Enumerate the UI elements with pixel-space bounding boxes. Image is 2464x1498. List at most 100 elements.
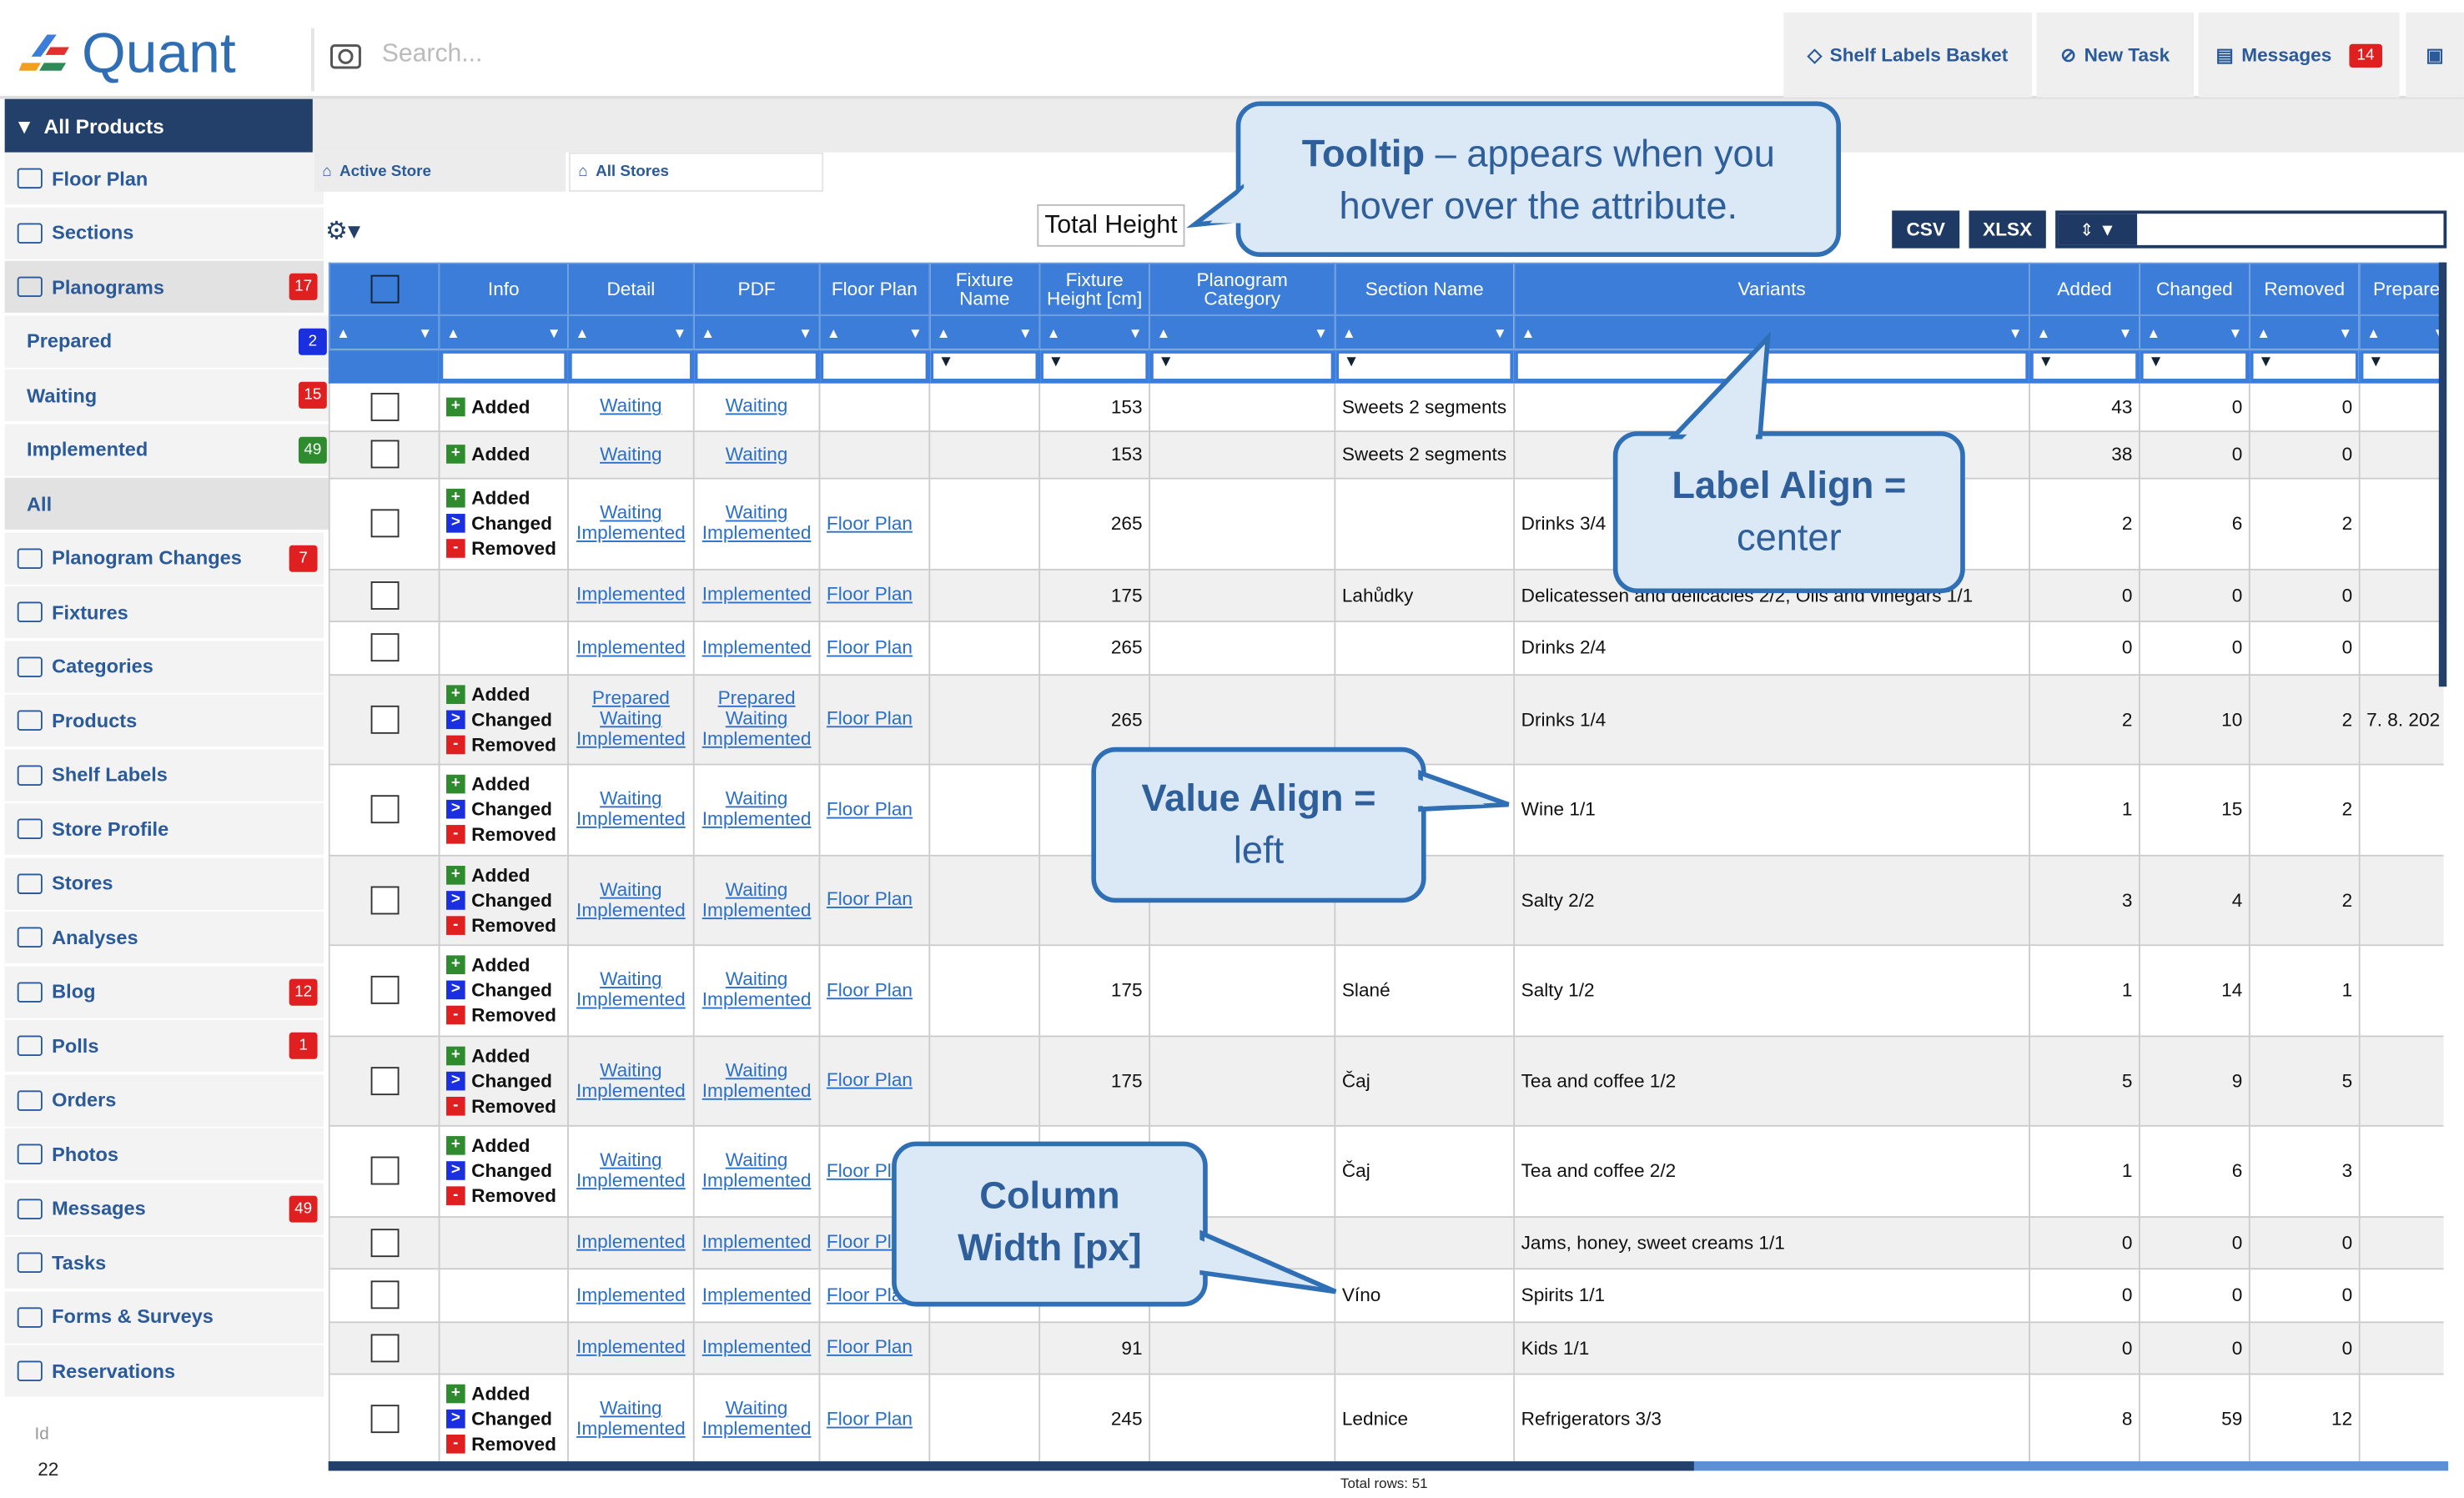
filter-cell[interactable]: ▼ <box>2029 349 2140 384</box>
camera-icon[interactable] <box>329 41 362 69</box>
sidebar-item[interactable]: Shelf Labels <box>4 748 324 801</box>
filter-box[interactable]: ▼ <box>2253 353 2356 380</box>
link[interactable]: Implemented <box>701 583 812 606</box>
sidebar-item[interactable]: Fixtures <box>4 586 324 638</box>
link[interactable]: Waiting <box>600 395 662 417</box>
link[interactable]: Waiting <box>725 1149 788 1171</box>
filter-box[interactable]: ▼ <box>2033 353 2136 380</box>
checkbox[interactable] <box>370 440 399 469</box>
checkbox[interactable] <box>370 633 399 662</box>
link[interactable]: Implemented <box>576 1230 686 1253</box>
filter-cell[interactable] <box>328 349 440 384</box>
header-cell[interactable]: Removed <box>2248 262 2361 316</box>
sidebar-item[interactable]: Orders <box>4 1073 324 1126</box>
filter-cell[interactable]: ▼ <box>2248 349 2361 384</box>
sidebar-item[interactable]: Sections <box>4 206 324 259</box>
sidebar-item[interactable]: Prepared 2 <box>4 314 334 367</box>
checkbox[interactable] <box>370 1333 399 1362</box>
filter-cell[interactable] <box>818 349 931 384</box>
filter-box[interactable] <box>823 353 926 380</box>
link[interactable]: Waiting <box>600 442 662 465</box>
tab[interactable]: ⌂ All Stores <box>568 152 824 192</box>
header-cell[interactable]: Changed <box>2138 262 2250 316</box>
messages-button[interactable]: ▤ Messages 14 <box>2198 13 2400 98</box>
link[interactable]: Waiting <box>600 1149 662 1171</box>
sidebar-item[interactable]: Planogram Changes 7 <box>4 531 324 584</box>
sidebar-title[interactable]: ▼ All Products <box>4 98 313 153</box>
sidebar-item[interactable]: Messages 49 <box>4 1182 324 1234</box>
filter-box[interactable]: ▼ <box>2143 353 2246 380</box>
checkbox[interactable] <box>370 1280 399 1309</box>
filter-box[interactable] <box>571 353 691 380</box>
filter-box[interactable] <box>1517 353 2026 380</box>
link[interactable]: Implemented <box>701 1283 812 1306</box>
checkbox[interactable] <box>370 392 399 421</box>
link[interactable]: Implemented <box>576 636 686 658</box>
sort-cell[interactable]: ▲ ▼ <box>692 314 821 351</box>
checkbox[interactable] <box>370 581 399 610</box>
profile-button[interactable]: ▣ <box>2406 13 2464 98</box>
header-cell[interactable]: Section Name <box>1334 262 1516 316</box>
link[interactable]: Floor Plan <box>826 1335 913 1359</box>
checkbox[interactable] <box>370 705 399 734</box>
link[interactable]: Implemented <box>701 1417 812 1440</box>
tab[interactable]: ⌂ Active Store <box>314 152 566 192</box>
link[interactable]: Prepared <box>591 686 670 710</box>
sort-cell[interactable]: ▲ ▼ <box>2358 314 2444 351</box>
filter-cell[interactable]: ▼ <box>1038 349 1151 384</box>
checkbox[interactable] <box>370 795 399 824</box>
link[interactable]: Implemented <box>576 521 686 545</box>
link[interactable]: Implemented <box>576 1417 686 1440</box>
new-task-button[interactable]: ⊘ New Task <box>2036 13 2194 98</box>
sort-cell[interactable]: ▲ ▼ <box>328 314 440 351</box>
sort-cell[interactable]: ▲ ▼ <box>928 314 1041 351</box>
filter-box[interactable]: ▼ <box>2363 353 2444 380</box>
sort-cell[interactable]: ▲ ▼ <box>1038 314 1151 351</box>
sidebar-item[interactable]: Reservations <box>4 1345 324 1397</box>
link[interactable]: Waiting <box>600 877 662 901</box>
link[interactable]: Floor Plan <box>826 583 913 606</box>
sidebar-item[interactable]: Waiting 15 <box>4 369 334 421</box>
filter-box[interactable] <box>697 353 816 380</box>
shelf-labels-basket-button[interactable]: ◇ Shelf Labels Basket <box>1783 13 2032 98</box>
filter-cell[interactable]: ▼ <box>1149 349 1336 384</box>
filter-input[interactable]: ⇕ ▼ <box>2055 210 2447 249</box>
filter-cell[interactable] <box>692 349 821 384</box>
header-cell[interactable]: Floor Plan <box>818 262 931 316</box>
checkbox[interactable] <box>370 1157 399 1185</box>
sidebar-item[interactable]: Implemented 49 <box>4 423 334 475</box>
sort-cell[interactable]: ▲ ▼ <box>2138 314 2250 351</box>
checkbox[interactable] <box>370 886 399 914</box>
link[interactable]: Floor Plan <box>826 978 913 1001</box>
scroll-thumb[interactable] <box>328 1461 1694 1471</box>
sort-cell[interactable]: ▲ ▼ <box>567 314 695 351</box>
sidebar-item[interactable]: All <box>4 477 334 530</box>
link[interactable]: Waiting <box>725 501 788 524</box>
link[interactable]: Waiting <box>725 787 788 810</box>
link[interactable]: Implemented <box>576 898 686 921</box>
sort-cell[interactable]: ▲ ▼ <box>2248 314 2361 351</box>
sidebar-item[interactable]: Products <box>4 694 324 746</box>
link[interactable]: Implemented <box>701 988 812 1011</box>
filter-cell[interactable] <box>1513 349 2030 384</box>
sidebar-item[interactable]: Floor Plan <box>4 152 324 204</box>
link[interactable]: Waiting <box>725 968 788 991</box>
link[interactable]: Implemented <box>701 1169 812 1192</box>
link[interactable]: Waiting <box>725 395 788 417</box>
sort-cell[interactable]: ▲ ▼ <box>438 314 569 351</box>
link[interactable]: Implemented <box>576 1335 686 1359</box>
filter-cell[interactable] <box>438 349 569 384</box>
header-cell[interactable]: Added <box>2029 262 2140 316</box>
link[interactable]: Floor Plan <box>826 511 913 535</box>
search-input[interactable]: Search... <box>381 40 483 68</box>
sidebar-item[interactable]: Tasks <box>4 1236 324 1289</box>
scrollbar[interactable] <box>328 1461 2449 1471</box>
link[interactable]: Waiting <box>600 707 662 730</box>
sort-cell[interactable]: ▲ ▼ <box>1334 314 1516 351</box>
link[interactable]: Implemented <box>701 898 812 921</box>
checkbox[interactable] <box>370 274 399 304</box>
sidebar-item[interactable]: Polls 1 <box>4 1019 324 1072</box>
header-cell[interactable]: Fixture Height [cm] <box>1038 262 1151 316</box>
link[interactable]: Implemented <box>701 807 812 831</box>
link[interactable]: Floor Plan <box>826 797 913 820</box>
